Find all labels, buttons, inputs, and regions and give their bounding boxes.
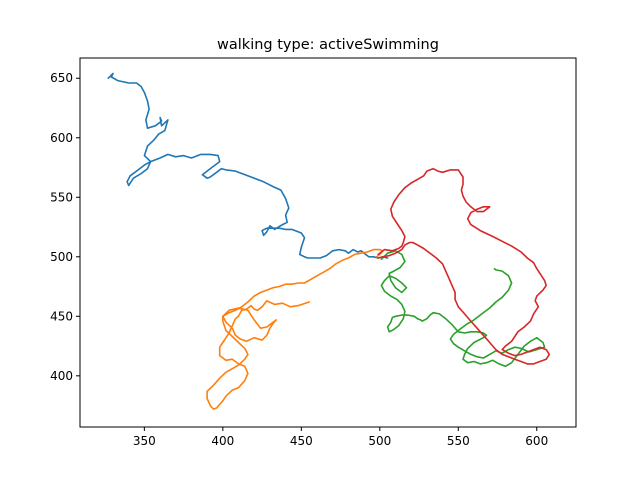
x-tick-label: 500: [368, 434, 391, 448]
y-tick-label: 450: [50, 309, 73, 323]
chart-title: walking type: activeSwimming: [217, 37, 439, 53]
y-tick-label: 500: [50, 250, 73, 264]
x-tick-label: 600: [525, 434, 548, 448]
x-tick-label: 550: [447, 434, 470, 448]
x-tick-label: 350: [133, 434, 156, 448]
axes-frame: [79, 57, 577, 428]
series-line-1: [107, 72, 389, 259]
series-line-4: [377, 167, 551, 365]
series-line-3: [380, 250, 546, 368]
y-tick-label: 400: [50, 369, 73, 383]
y-tick-label: 650: [50, 71, 73, 85]
x-axis: 350 400 450 500 550 600: [133, 427, 548, 448]
y-tick-label: 550: [50, 190, 73, 204]
y-tick-label: 600: [50, 131, 73, 145]
series-line-2: [206, 248, 384, 410]
y-axis: 400 450 500 550 600 650: [50, 71, 80, 383]
x-tick-label: 400: [211, 434, 234, 448]
x-tick-label: 450: [290, 434, 313, 448]
plot-area: [107, 72, 551, 410]
